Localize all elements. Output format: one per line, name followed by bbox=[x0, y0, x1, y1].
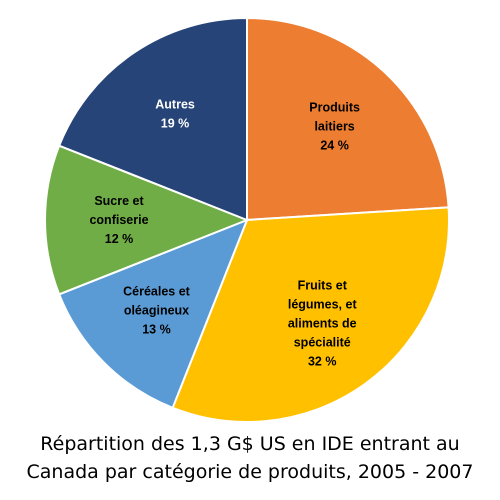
pie-slice-produits-laitiers bbox=[246, 16, 450, 222]
slice-name-line: laitiers bbox=[314, 120, 354, 134]
pie-slice-autres bbox=[57, 16, 248, 222]
slice-value-label: 32 % bbox=[308, 355, 337, 369]
pie-slices bbox=[44, 16, 450, 423]
slice-name-line: Céréales et bbox=[123, 285, 191, 299]
slice-name-line: légumes, et bbox=[288, 298, 358, 312]
slice-name-line: Sucre et bbox=[94, 194, 144, 208]
slice-name-line: oléagineux bbox=[124, 304, 189, 318]
slice-name-line: Autres bbox=[155, 98, 195, 112]
slice-label-cereales-et-oleagineux: Céréales et oléagineux 13 % bbox=[123, 285, 191, 337]
pie-slice-sucre-et-confiserie bbox=[44, 144, 250, 296]
slice-label-fruits-et-legumes-et-aliments-de-specialite: Fruits et légumes, et aliments de spécialit… bbox=[288, 279, 358, 369]
slice-name-line: spécialité bbox=[294, 336, 351, 350]
slice-value-label: 13 % bbox=[142, 323, 171, 337]
chart-title-line-2: Canada par catégorie de produits, 2005 -… bbox=[27, 461, 474, 483]
pie-labels: Produits laitiers 24 % Fruits et légumes, et… bbox=[89, 98, 360, 369]
slice-label-autres: Autres 19 % bbox=[155, 98, 195, 131]
slice-name-line: Fruits et bbox=[298, 279, 348, 293]
slice-name-line: aliments de bbox=[288, 317, 357, 331]
slice-value-label: 24 % bbox=[320, 139, 349, 153]
slice-value-label: 12 % bbox=[105, 232, 134, 246]
chart-title-line-1: Répartition des 1,3 G$ US en IDE entrant… bbox=[40, 433, 459, 455]
slice-name-line: confiserie bbox=[89, 213, 148, 227]
slice-value-label: 19 % bbox=[161, 117, 190, 131]
slice-name-line: Produits bbox=[309, 101, 360, 115]
slice-label-produits-laitiers: Produits laitiers 24 % bbox=[309, 101, 360, 153]
pie-slice-cereales-et-oleagineux bbox=[57, 218, 249, 410]
slice-label-sucre-et-confiserie: Sucre et confiserie 12 % bbox=[89, 194, 148, 246]
pie-slice-fruits-et-legumes-et-aliments-de-specialite bbox=[171, 206, 450, 423]
